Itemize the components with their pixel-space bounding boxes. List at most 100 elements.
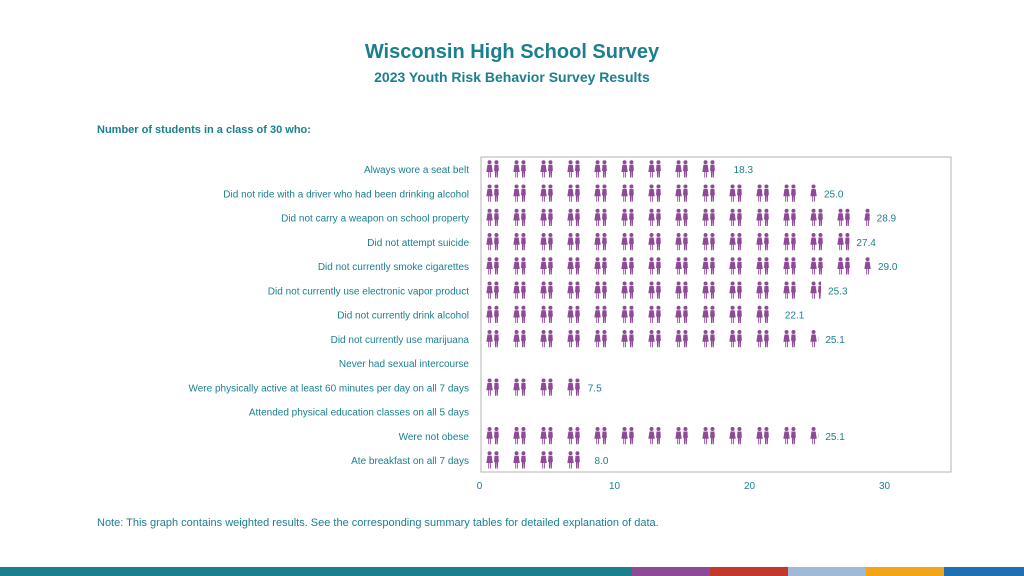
person-icon: [756, 281, 769, 299]
person-icon: [810, 281, 822, 299]
value-label: 8.0: [595, 456, 609, 467]
person-icon: [513, 305, 526, 323]
icon-bar: [486, 160, 715, 178]
person-icon: [486, 329, 499, 348]
category-label: Did not attempt suicide: [367, 238, 469, 249]
person-icon: [756, 305, 769, 323]
person-icon: [486, 160, 499, 178]
person-icon: [567, 281, 580, 299]
x-tick-label: 0: [477, 481, 483, 492]
person-icon: [621, 426, 634, 445]
value-label: 25.0: [824, 189, 844, 200]
person-icon: [567, 160, 580, 178]
footer-color-segment: [80, 567, 160, 576]
person-icon: [594, 329, 607, 348]
person-icon: [675, 208, 688, 226]
category-label: Did not carry a weapon on school propert…: [281, 214, 469, 225]
footer-color-segment: [710, 567, 788, 576]
icon-bar: [486, 426, 819, 445]
person-icon: [648, 232, 661, 251]
person-icon: [513, 329, 526, 348]
person-icon: [486, 451, 499, 469]
person-icon: [621, 160, 634, 178]
footer-color-segment: [480, 567, 560, 576]
person-icon: [729, 329, 742, 348]
x-tick-label: 10: [609, 481, 621, 492]
person-icon: [567, 378, 580, 396]
category-label: Did not currently use marijuana: [331, 335, 470, 346]
person-icon: [729, 208, 742, 226]
plot-frame: [480, 156, 952, 473]
footer-color-segment: [320, 567, 400, 576]
person-icon: [648, 305, 661, 323]
person-icon: [648, 281, 661, 299]
person-icon: [486, 208, 499, 226]
person-icon: [540, 232, 553, 251]
person-icon: [648, 184, 661, 202]
value-label: 7.5: [588, 383, 602, 394]
value-label: 18.3: [734, 165, 754, 176]
person-icon: [486, 257, 499, 275]
person-icon: [621, 257, 634, 275]
person-icon: [540, 305, 553, 323]
person-icon: [702, 184, 715, 202]
category-label: Did not currently drink alcohol: [337, 311, 469, 322]
person-icon: [675, 281, 688, 299]
icon-bar: [486, 451, 580, 469]
footnote: Note: This graph contains weighted resul…: [97, 517, 659, 529]
person-icon: [594, 232, 607, 251]
value-label: 27.4: [856, 238, 876, 249]
category-label: Did not currently use electronic vapor p…: [268, 286, 469, 297]
person-icon: [702, 160, 715, 178]
person-icon: [756, 257, 769, 275]
person-icon: [513, 257, 526, 275]
person-icon: [513, 232, 526, 251]
person-icon: [702, 281, 715, 299]
person-icon: [486, 184, 499, 202]
person-icon: [540, 378, 553, 396]
person-icon: [621, 329, 634, 348]
person-icon: [783, 208, 796, 226]
person-icon: [675, 426, 688, 445]
person-icon: [594, 184, 607, 202]
footer-color-segment: [788, 567, 866, 576]
person-icon: [513, 426, 526, 445]
person-icon: [783, 329, 796, 348]
person-icon: [567, 305, 580, 323]
person-icon: [594, 426, 607, 445]
category-label: Were not obese: [399, 432, 470, 443]
person-icon: [783, 426, 796, 445]
person-icon: [810, 208, 823, 226]
icon-bar: [486, 257, 871, 275]
person-icon: [540, 184, 553, 202]
person-icon: [486, 426, 499, 445]
person-icon: [513, 281, 526, 299]
person-icon: [567, 257, 580, 275]
person-icon: [648, 426, 661, 445]
person-icon: [783, 184, 796, 202]
person-icon: [675, 232, 688, 251]
person-icon: [756, 208, 769, 226]
person-icon: [837, 208, 850, 226]
footer-color-bar: [0, 567, 1024, 576]
person-icon: [756, 426, 769, 445]
category-label: Did not currently smoke cigarettes: [318, 262, 469, 273]
person-icon: [621, 305, 634, 323]
person-icon: [621, 184, 634, 202]
person-icon: [783, 232, 796, 251]
person-icon: [702, 329, 715, 348]
person-icon: [594, 208, 607, 226]
person-icon: [648, 329, 661, 348]
person-icon: [621, 232, 634, 251]
person-icon: [513, 184, 526, 202]
footer-color-segment: [240, 567, 320, 576]
value-label: 22.1: [785, 311, 805, 322]
footer-color-segment: [160, 567, 240, 576]
person-icon: [810, 232, 823, 251]
person-icon: [729, 305, 742, 323]
person-icon: [810, 329, 819, 348]
footer-color-segment: [866, 567, 944, 576]
chart-subtitle: 2023 Youth Risk Behavior Survey Results: [374, 69, 650, 85]
person-icon: [783, 281, 796, 299]
person-icon: [702, 208, 715, 226]
